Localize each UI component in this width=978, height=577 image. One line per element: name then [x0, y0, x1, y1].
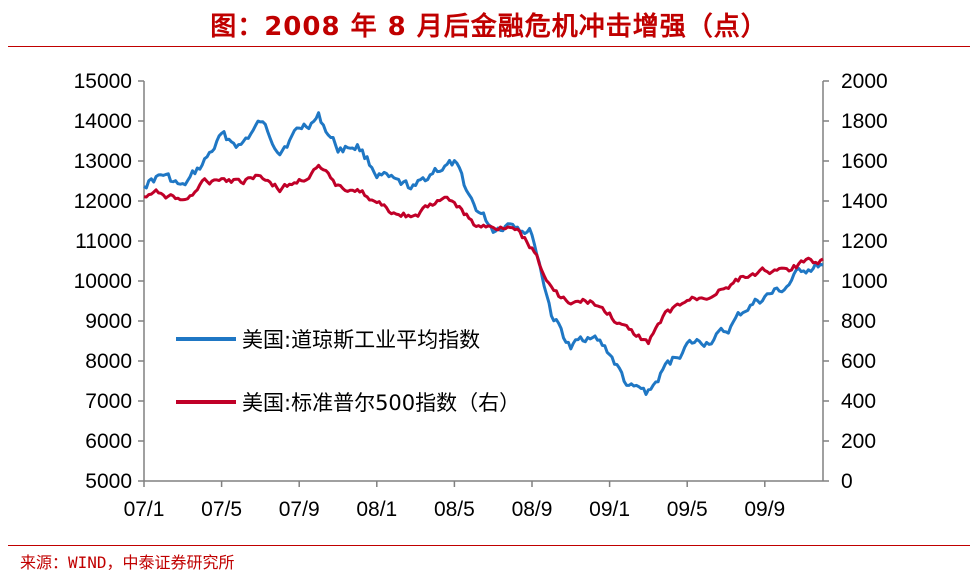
x-tick-label: 07/1	[124, 498, 165, 521]
right-tick-label: 400	[841, 390, 876, 413]
right-tick-label: 1000	[841, 270, 888, 293]
x-tick-label: 09/5	[667, 498, 708, 521]
x-tick-label: 08/1	[356, 498, 397, 521]
right-tick-label: 1800	[841, 110, 888, 133]
left-tick-label: 8000	[85, 350, 132, 373]
left-tick-label: 15000	[74, 70, 132, 93]
legend-label-dow: 美国:道琼斯工业平均指数	[242, 328, 480, 352]
left-tick-label: 10000	[74, 270, 132, 293]
right-tick-label: 1400	[841, 190, 888, 213]
footer-divider	[8, 545, 970, 546]
left-tick-label: 7000	[85, 390, 132, 413]
left-tick-label: 14000	[74, 110, 132, 133]
dow-jones-line	[143, 111, 824, 396]
right-tick-label: 800	[841, 310, 876, 333]
x-tick-label: 07/5	[201, 498, 242, 521]
right-tick-label: 2000	[841, 70, 888, 93]
right-tick-label: 200	[841, 430, 876, 453]
left-tick-label: 9000	[85, 310, 132, 333]
source-note: 来源：WIND，中泰证券研究所	[20, 553, 235, 572]
title-divider	[8, 46, 970, 47]
chart-title: 图：2008 年 8 月后金融危机冲击增强（点）	[210, 12, 768, 42]
left-tick-label: 11000	[75, 230, 132, 253]
x-tick-label: 07/9	[279, 498, 320, 521]
legend-label-sp500: 美国:标准普尔500指数（右）	[242, 391, 520, 415]
left-tick-label: 5000	[85, 470, 132, 493]
right-tick-label: 1200	[841, 230, 888, 253]
right-tick-label: 600	[841, 350, 876, 373]
x-tick-label: 09/9	[744, 498, 785, 521]
right-tick-label: 0	[841, 470, 853, 493]
sp500-line	[143, 163, 824, 346]
x-tick-label: 09/1	[589, 498, 630, 521]
left-tick-label: 12000	[74, 190, 132, 213]
left-tick-label: 6000	[85, 430, 132, 453]
left-tick-label: 13000	[74, 150, 132, 173]
right-tick-label: 1600	[841, 150, 888, 173]
x-tick-label: 08/5	[434, 498, 475, 521]
x-tick-label: 08/9	[512, 498, 553, 521]
